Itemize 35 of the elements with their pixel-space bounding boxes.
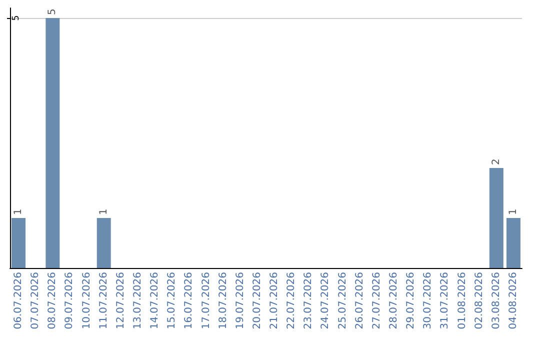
data-label: 1 [13, 208, 24, 215]
x-tick-label: 04.08.2026 [508, 272, 519, 330]
x-tick-label: 23.07.2026 [303, 272, 314, 330]
x-tick-label: 31.07.2026 [440, 272, 451, 330]
data-label: 1 [508, 208, 519, 215]
x-tick-label: 27.07.2026 [371, 272, 382, 330]
x-tick-label: 09.07.2026 [64, 272, 76, 330]
x-tick-label: 02.08.2026 [474, 272, 485, 330]
x-tick-label: 06.07.2026 [13, 272, 24, 330]
x-tick-label: 08.07.2026 [47, 272, 58, 330]
x-tick-label: 14.07.2026 [150, 272, 161, 330]
x-tick-label: 29.07.2026 [406, 272, 417, 330]
x-tick-label: 20.07.2026 [252, 272, 263, 330]
x-tick-label: 12.07.2026 [115, 272, 126, 330]
x-tick-label: 22.07.2026 [286, 272, 298, 330]
x-tick-label: 10.07.2026 [81, 272, 92, 330]
x-tick-label: 19.07.2026 [234, 272, 246, 330]
data-label: 5 [47, 8, 58, 15]
x-tick-label: 11.07.2026 [98, 272, 110, 330]
data-label: 2 [490, 158, 502, 165]
x-tick-label: 17.07.2026 [200, 272, 212, 330]
x-tick-label: 24.07.2026 [320, 272, 332, 330]
x-tick-label: 21.07.2026 [269, 272, 280, 330]
x-tick-label: 13.07.2026 [132, 272, 144, 330]
x-tick-label: 16.07.2026 [184, 272, 195, 330]
x-tick-label: 26.07.2026 [354, 272, 366, 330]
data-label: 1 [98, 208, 110, 215]
x-tick-label: 18.07.2026 [218, 272, 229, 330]
x-tick-label: 28.07.2026 [388, 272, 400, 330]
x-tick-label: 25.07.2026 [337, 272, 348, 330]
x-tick-label: 15.07.2026 [166, 272, 178, 330]
x-tick-label: 30.07.2026 [422, 272, 434, 330]
x-tick-label: 07.07.2026 [30, 272, 42, 330]
x-tick-label: 01.08.2026 [456, 272, 468, 330]
x-tick-label: 03.08.2026 [490, 272, 502, 330]
